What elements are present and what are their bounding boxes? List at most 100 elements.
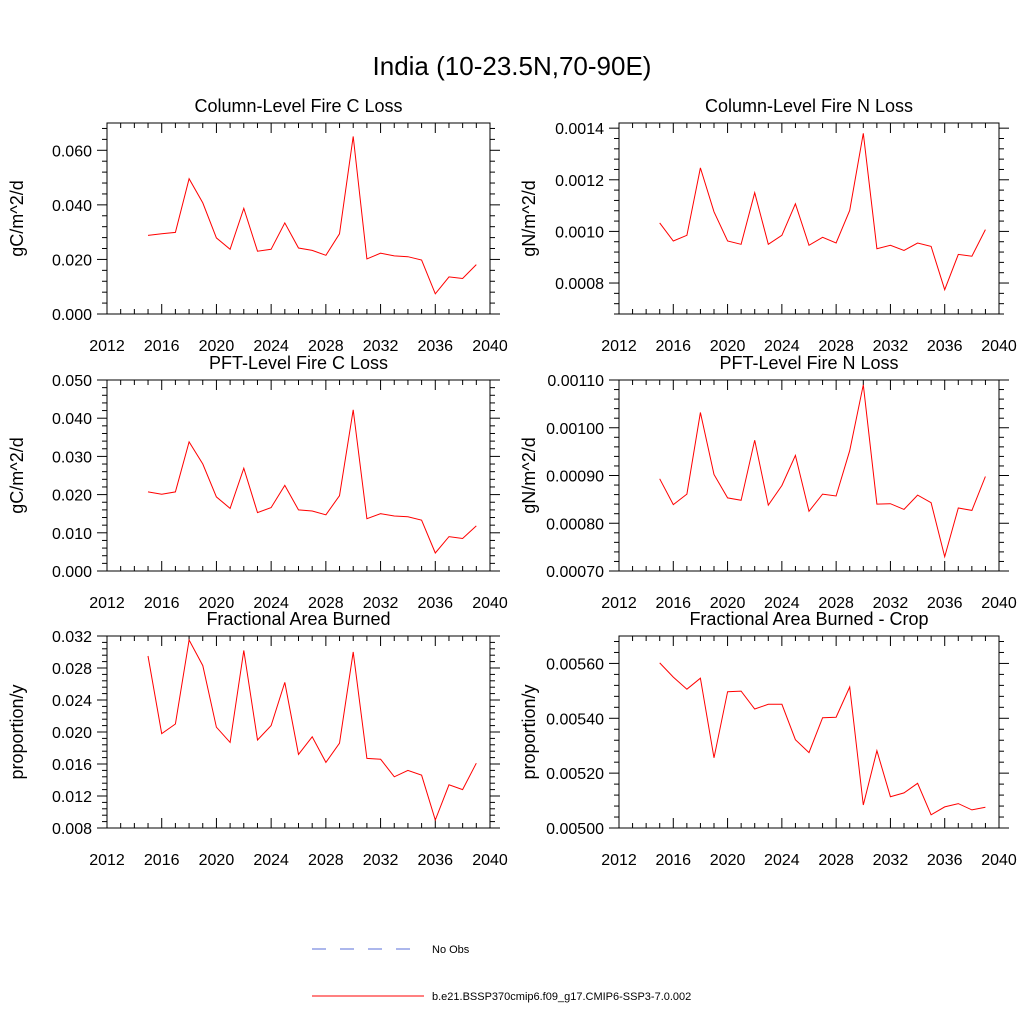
y-tick-label: 0.0012 bbox=[555, 173, 604, 190]
x-tick-label: 2040 bbox=[981, 595, 1017, 612]
y-tick-label: 0.040 bbox=[52, 411, 92, 428]
x-tick-label: 2012 bbox=[601, 852, 637, 869]
chart-title-pft-level-fire-c-loss: PFT-Level Fire C Loss bbox=[209, 353, 388, 373]
x-tick-label: 2032 bbox=[363, 595, 399, 612]
x-tick-label: 2036 bbox=[927, 338, 963, 355]
series-line-1 bbox=[147, 638, 477, 822]
y-tick-label: 0.00560 bbox=[546, 656, 604, 673]
chart-title-fractional-area-burned-crop: Fractional Area Burned - Crop bbox=[689, 609, 928, 629]
y-tick-label: 0.008 bbox=[52, 821, 92, 838]
chart-panel-1: 2012 2016 2020 2024 2028 2032 2036 2040 0.000 0.0… bbox=[7, 96, 508, 355]
x-tick-label: 2020 bbox=[710, 595, 746, 612]
y-axis-label: gN/m^2/d bbox=[519, 437, 539, 513]
chart-panel-6: 2012 2016 2020 2024 2028 2032 2036 2040 0.00500 0… bbox=[519, 609, 1017, 869]
x-tick-label: 2016 bbox=[655, 338, 691, 355]
y-tick-label: 0.050 bbox=[52, 373, 92, 390]
x-tick-label: 2012 bbox=[89, 852, 125, 869]
y-tick-label: 0.020 bbox=[52, 488, 92, 505]
x-tick-label: 2020 bbox=[199, 338, 235, 355]
series-line-1 bbox=[659, 662, 986, 816]
x-tick-label: 2016 bbox=[655, 852, 691, 869]
x-tick-label: 2036 bbox=[927, 595, 963, 612]
x-tick-label: 2032 bbox=[873, 338, 909, 355]
series-line-1 bbox=[147, 136, 477, 295]
x-tick-label: 2032 bbox=[873, 595, 909, 612]
series-line-1 bbox=[659, 133, 986, 292]
x-tick-label: 2012 bbox=[601, 338, 637, 355]
plot-frame bbox=[618, 379, 1000, 572]
x-tick-label: 2032 bbox=[363, 338, 399, 355]
x-tick-label: 2016 bbox=[655, 595, 691, 612]
legend: No Obs b.e21.BSSP370cmip6.f09_g17.CMIP6-… bbox=[312, 944, 691, 1003]
chart-title-column-level-fire-c-loss: Column-Level Fire C Loss bbox=[194, 96, 402, 116]
x-tick-label: 2016 bbox=[144, 595, 180, 612]
x-tick-label: 2028 bbox=[818, 338, 854, 355]
chart-panel-3: 2012 2016 2020 2024 2028 2032 2036 2040 0.000 0.0… bbox=[7, 353, 508, 612]
x-tick-label: 2024 bbox=[253, 595, 289, 612]
x-tick-label: 2016 bbox=[144, 852, 180, 869]
x-tick-label: 2012 bbox=[89, 338, 125, 355]
x-tick-label: 2036 bbox=[417, 852, 453, 869]
panels: 2012 2016 2020 2024 2028 2032 2036 2040 0.000 0.0… bbox=[7, 96, 1017, 869]
x-tick-label: 2028 bbox=[308, 595, 344, 612]
plot-frame bbox=[618, 635, 1000, 829]
y-tick-label: 0.024 bbox=[52, 693, 92, 710]
y-tick-label: 0.00500 bbox=[546, 821, 604, 838]
x-tick-label: 2028 bbox=[818, 852, 854, 869]
x-tick-label: 2024 bbox=[253, 338, 289, 355]
y-tick-label: 0.012 bbox=[52, 789, 92, 806]
y-tick-label: 0.020 bbox=[52, 725, 92, 742]
series-line-1 bbox=[659, 384, 986, 559]
x-tick-label: 2024 bbox=[764, 852, 800, 869]
x-tick-label: 2040 bbox=[981, 338, 1017, 355]
chart-panel-5: 2012 2016 2020 2024 2028 2032 2036 2040 0.008 0.0… bbox=[7, 609, 508, 869]
y-tick-label: 0.016 bbox=[52, 757, 92, 774]
y-tick-label: 0.00070 bbox=[546, 564, 604, 581]
series-line-1 bbox=[147, 409, 477, 554]
y-tick-label: 0.00100 bbox=[546, 421, 604, 438]
y-tick-label: 0.00520 bbox=[546, 766, 604, 783]
y-tick-label: 0.000 bbox=[52, 564, 92, 581]
chart-title-column-level-fire-n-loss: Column-Level Fire N Loss bbox=[705, 96, 913, 116]
y-tick-label: 0.00540 bbox=[546, 711, 604, 728]
x-tick-label: 2020 bbox=[199, 852, 235, 869]
x-tick-label: 2020 bbox=[199, 595, 235, 612]
y-tick-label: 0.032 bbox=[52, 629, 92, 646]
x-tick-label: 2040 bbox=[472, 595, 508, 612]
x-tick-label: 2032 bbox=[363, 852, 399, 869]
chart-panel-2: 2012 2016 2020 2024 2028 2032 2036 2040 0.0008 0.… bbox=[519, 96, 1017, 355]
x-tick-label: 2016 bbox=[144, 338, 180, 355]
legend-model-label: b.e21.BSSP370cmip6.f09_g17.CMIP6-SSP3-7.… bbox=[432, 991, 691, 1003]
x-tick-label: 2028 bbox=[818, 595, 854, 612]
y-tick-label: 0.060 bbox=[52, 143, 92, 160]
figure-title: India (10-23.5N,70-90E) bbox=[373, 51, 652, 81]
x-tick-label: 2024 bbox=[764, 338, 800, 355]
plot-frame bbox=[106, 379, 491, 572]
y-tick-label: 0.020 bbox=[52, 252, 92, 269]
x-tick-label: 2012 bbox=[601, 595, 637, 612]
x-tick-label: 2020 bbox=[710, 852, 746, 869]
x-tick-label: 2040 bbox=[472, 338, 508, 355]
y-tick-label: 0.0008 bbox=[555, 276, 604, 293]
y-tick-label: 0.000 bbox=[52, 307, 92, 324]
y-axis-label: proportion/y bbox=[519, 684, 539, 779]
chart-title-fractional-area-burned: Fractional Area Burned bbox=[206, 609, 390, 629]
x-tick-label: 2032 bbox=[873, 852, 909, 869]
x-tick-label: 2024 bbox=[764, 595, 800, 612]
chart-panel-4: 2012 2016 2020 2024 2028 2032 2036 2040 0.00070 0… bbox=[519, 353, 1017, 612]
x-tick-label: 2024 bbox=[253, 852, 289, 869]
x-tick-label: 2040 bbox=[472, 852, 508, 869]
x-tick-label: 2028 bbox=[308, 338, 344, 355]
x-tick-label: 2036 bbox=[417, 595, 453, 612]
y-tick-label: 0.040 bbox=[52, 198, 92, 215]
y-axis-label: proportion/y bbox=[7, 684, 27, 779]
x-tick-label: 2028 bbox=[308, 852, 344, 869]
y-tick-label: 0.00080 bbox=[546, 516, 604, 533]
y-tick-label: 0.0014 bbox=[555, 121, 604, 138]
x-tick-label: 2036 bbox=[417, 338, 453, 355]
y-tick-label: 0.030 bbox=[52, 449, 92, 466]
y-tick-label: 0.0010 bbox=[555, 224, 604, 241]
x-tick-label: 2040 bbox=[981, 852, 1017, 869]
plot-frame bbox=[106, 122, 491, 315]
